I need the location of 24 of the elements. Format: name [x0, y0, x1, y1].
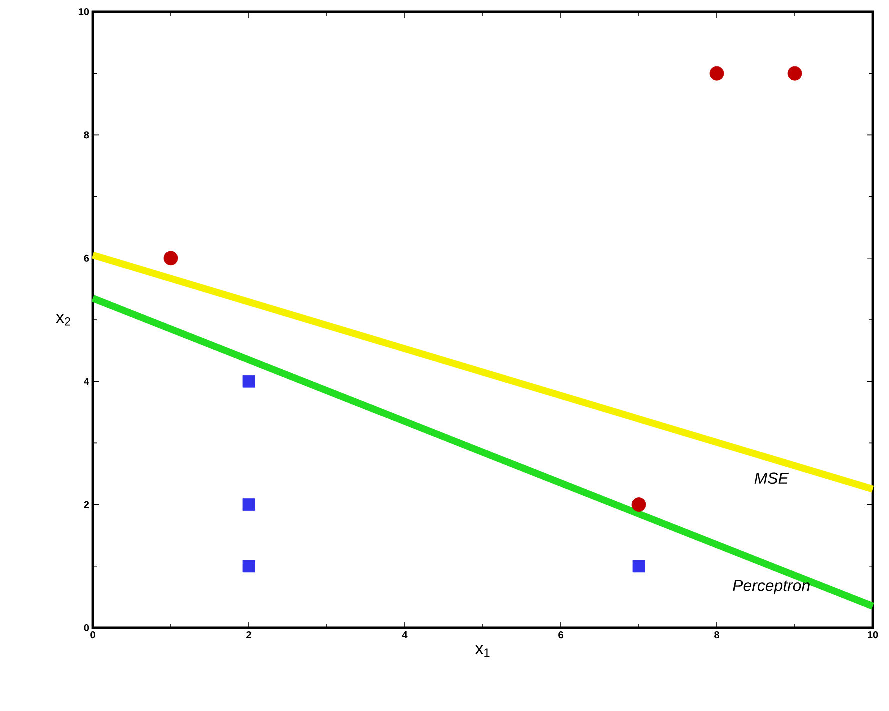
- x-tick-label: 0: [90, 632, 96, 639]
- series-label: MSE: [754, 472, 790, 484]
- point: [242, 375, 256, 388]
- y-tick-label: 6: [84, 254, 90, 262]
- point: [242, 560, 256, 573]
- x-tick-label: 4: [402, 632, 408, 638]
- y-tick-label: 0: [84, 624, 90, 632]
- y-axis-title: x$_{2}$: [56, 314, 70, 326]
- x-tick-label: 6: [558, 632, 564, 639]
- point: [164, 251, 178, 266]
- point: [788, 66, 802, 81]
- x-tick-label: 2: [246, 632, 252, 638]
- y-tick-label: 10: [79, 8, 90, 16]
- series-label: Perceptron: [733, 580, 810, 594]
- point: [632, 560, 646, 573]
- y-tick-label: 2: [84, 501, 90, 508]
- y-tick-label: 4: [84, 378, 90, 386]
- x-tick-label: 10: [868, 632, 878, 639]
- y-tick-label: 8: [84, 132, 90, 139]
- x-tick-label: 8: [714, 632, 720, 639]
- point: [710, 66, 724, 81]
- point: [632, 498, 646, 512]
- point: [242, 498, 256, 511]
- x-axis-title: x$_{1}$: [475, 645, 490, 657]
